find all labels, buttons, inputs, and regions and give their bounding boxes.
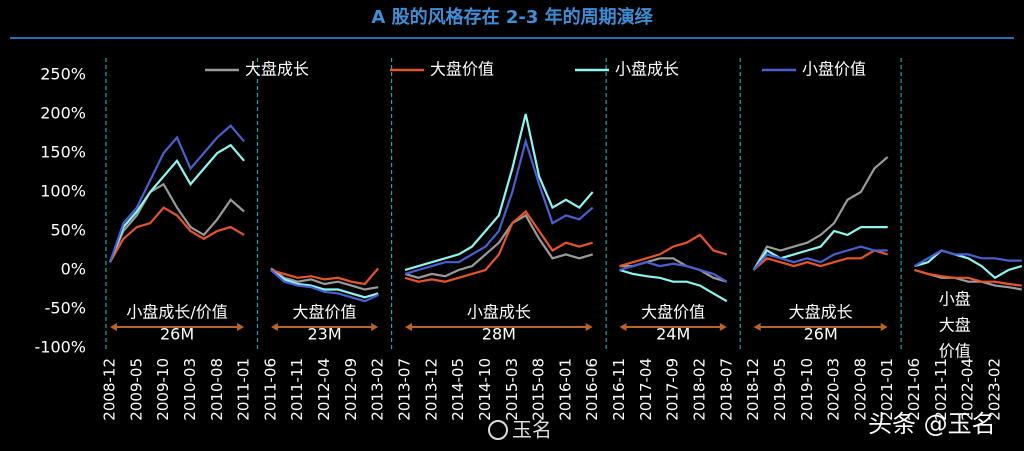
legend-label: 小盘价值 [802, 60, 866, 79]
x-tick-label: 2018-07 [717, 358, 735, 421]
period-label: 大盘成长 [789, 303, 853, 322]
period-label: 大盘价值 [641, 303, 705, 322]
x-tick-label: 2016-01 [556, 358, 574, 421]
x-tick-label: 2014-10 [476, 358, 494, 421]
series-line [108, 124, 1022, 303]
x-tick-label: 2010-08 [208, 358, 226, 421]
period-duration: 24M [656, 325, 690, 344]
series-line [109, 206, 1022, 287]
legend-label: 大盘价值 [430, 60, 494, 79]
x-tick-label: 2011-01 [235, 358, 253, 421]
y-tick-label: 50% [50, 221, 86, 240]
x-tick-label: 2010-03 [181, 358, 199, 421]
watermark-icon [488, 420, 508, 440]
x-tick-label: 2018-12 [744, 358, 762, 421]
period-label: 大盘价值 [293, 303, 357, 322]
x-tick-label: 2009-05 [127, 358, 145, 421]
x-tick-label: 2017-04 [637, 358, 655, 421]
x-tick-label: 2018-02 [691, 358, 709, 421]
y-tick-label: 0% [61, 260, 86, 279]
chart-title: A 股的风格存在 2-3 年的周期演绎 [371, 6, 653, 28]
period-label: 小盘成长 [467, 303, 531, 322]
period-label: 小盘 [939, 290, 971, 309]
y-tick-label: 150% [40, 143, 86, 162]
x-tick-label: 2013-07 [396, 358, 414, 421]
y-tick-label: 100% [40, 182, 86, 201]
x-tick-label: 2013-02 [369, 358, 387, 421]
x-tick-label: 2021-06 [905, 358, 923, 421]
x-tick-label: 2015-08 [530, 358, 548, 421]
legend-label: 小盘成长 [615, 60, 679, 79]
period-label: 价值 [939, 342, 971, 361]
x-tick-label: 2013-12 [422, 358, 440, 421]
period-label: 大盘 [939, 316, 971, 335]
x-tick-label: 2014-05 [449, 358, 467, 421]
x-tick-label: 2009-10 [154, 358, 172, 421]
x-tick-label: 2012-04 [315, 358, 333, 421]
series-line [108, 156, 1022, 291]
y-tick-label: 250% [40, 65, 86, 84]
x-tick-label: 2019-10 [798, 358, 816, 421]
period-duration: 26M [160, 325, 194, 344]
x-tick-label: 2020-08 [851, 358, 869, 421]
period-duration: 23M [307, 325, 341, 344]
period-duration: 28M [482, 325, 516, 344]
period-duration: 26M [804, 325, 838, 344]
x-tick-label: 2023-02 [986, 358, 1004, 421]
x-tick-label: 2019-05 [771, 358, 789, 421]
x-tick-label: 2015-03 [503, 358, 521, 421]
y-tick-label: -50% [45, 299, 86, 318]
y-tick-label: 200% [40, 104, 86, 123]
legend-label: 大盘成长 [245, 60, 309, 79]
x-tick-label: 2011-11 [288, 358, 306, 421]
x-tick-label: 2012-09 [342, 358, 360, 421]
series-line [108, 113, 1023, 303]
x-tick-label: 2022-04 [959, 358, 977, 421]
x-tick-label: 2020-03 [825, 358, 843, 421]
x-tick-label: 2021-11 [932, 358, 950, 421]
watermark: 头条 @玉名 [868, 410, 996, 438]
y-tick-label: -100% [34, 338, 86, 357]
x-tick-label: 2008-12 [101, 358, 119, 421]
x-tick-label: 2016-11 [610, 358, 628, 421]
x-tick-label: 2017-09 [664, 358, 682, 421]
x-tick-label: 2016-06 [583, 358, 601, 421]
period-label: 小盘成长/价值 [126, 303, 227, 322]
x-tick-label: 2011-06 [261, 358, 279, 421]
x-tick-label: 2021-01 [878, 358, 896, 421]
watermark: 玉名 [512, 418, 552, 442]
